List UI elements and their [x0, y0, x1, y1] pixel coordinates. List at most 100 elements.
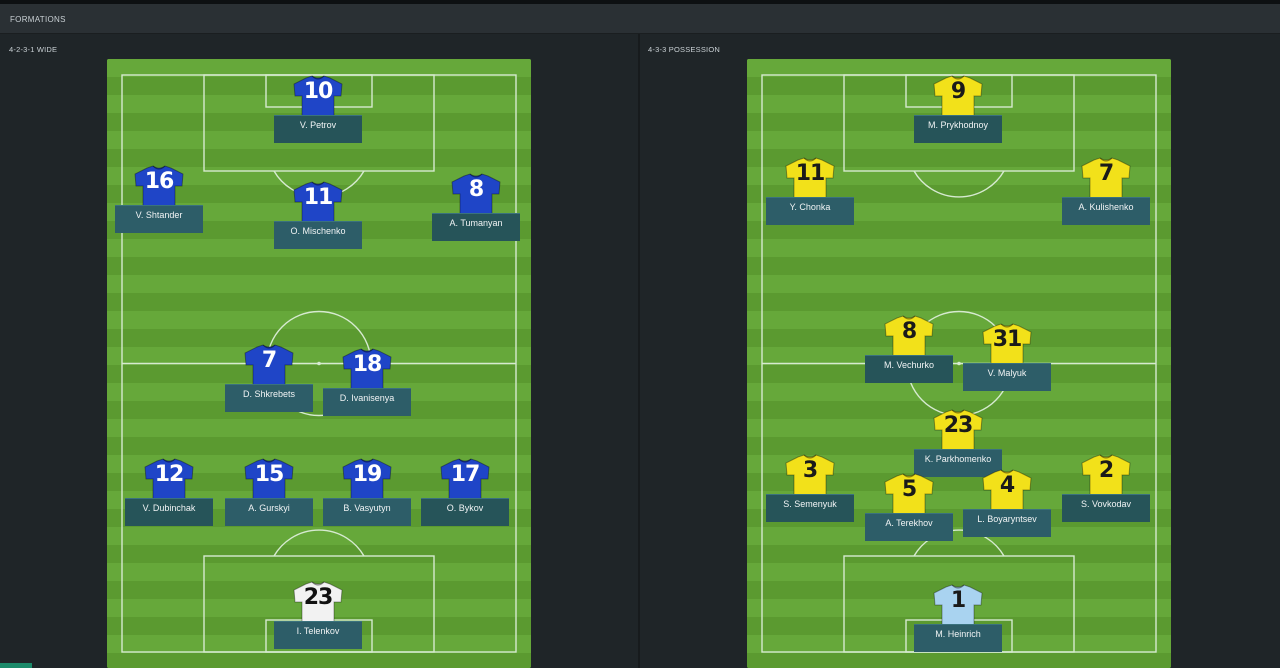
page-title: FORMATIONS	[10, 15, 66, 24]
shirt-icon	[1080, 454, 1132, 500]
player-name: B. Vasyutyn	[323, 498, 411, 526]
player-name: A. Kulishenko	[1062, 197, 1150, 225]
player-card[interactable]: 19 B. Vasyutyn	[323, 458, 411, 528]
formation-panel-left: 4-2-3-1 WIDE 10 V. Petrov 16 V. Shtander 11 O…	[0, 34, 638, 668]
shirt-icon	[883, 315, 935, 361]
formation-label[interactable]: 4-3-3 POSSESSION	[648, 45, 720, 54]
player-card[interactable]: 18 D. Ivanisenya	[323, 348, 411, 418]
player-card[interactable]: 2 S. Vovkodav	[1062, 454, 1150, 524]
player-name: S. Vovkodav	[1062, 494, 1150, 522]
shirt-number: 10	[303, 79, 334, 104]
player-card[interactable]: 7 A. Kulishenko	[1062, 157, 1150, 227]
top-strip	[0, 0, 1280, 4]
shirt-icon	[143, 458, 195, 504]
player-card[interactable]: 17 O. Bykov	[421, 458, 509, 528]
player-name: O. Bykov	[421, 498, 509, 526]
player-card[interactable]: 9 M. Prykhodnoy	[914, 75, 1002, 145]
shirt-number: 3	[802, 458, 818, 483]
pitch-markings	[747, 59, 1171, 668]
shirt-icon	[243, 458, 295, 504]
shirt-number: 11	[795, 161, 826, 186]
player-name: Y. Chonka	[766, 197, 854, 225]
player-name: K. Parkhomenko	[914, 449, 1002, 477]
shirt-icon	[932, 409, 984, 455]
player-card[interactable]: 16 V. Shtander	[115, 165, 203, 235]
shirt-icon	[292, 75, 344, 121]
player-name: V. Petrov	[274, 115, 362, 143]
shirt-icon	[784, 454, 836, 500]
formation-label[interactable]: 4-2-3-1 WIDE	[9, 45, 58, 54]
shirt-icon	[784, 157, 836, 203]
player-card[interactable]: 31 V. Malyuk	[963, 323, 1051, 393]
player-card[interactable]: 1 M. Heinrich	[914, 584, 1002, 654]
page-header: FORMATIONS	[0, 4, 1280, 34]
player-name: D. Ivanisenya	[323, 388, 411, 416]
pitch: 10 V. Petrov 16 V. Shtander 11 O. Mischenko 8 A…	[107, 59, 531, 668]
player-name: M. Heinrich	[914, 624, 1002, 652]
player-card[interactable]: 3 S. Semenyuk	[766, 454, 854, 524]
shirt-number: 18	[352, 352, 383, 377]
shirt-icon	[1080, 157, 1132, 203]
player-name: D. Shkrebets	[225, 384, 313, 412]
player-card[interactable]: 12 V. Dubinchak	[125, 458, 213, 528]
player-card[interactable]: 5 A. Terekhov	[865, 473, 953, 543]
player-name: A. Gurskyi	[225, 498, 313, 526]
shirt-number: 8	[468, 177, 484, 202]
status-badge	[0, 663, 32, 668]
shirt-icon	[883, 473, 935, 519]
shirt-number: 11	[303, 185, 334, 210]
shirt-number: 9	[950, 79, 966, 104]
panel-divider	[638, 34, 640, 668]
player-name: V. Dubinchak	[125, 498, 213, 526]
shirt-icon	[341, 348, 393, 394]
player-name: A. Tumanyan	[432, 213, 520, 241]
player-card[interactable]: 4 L. Boyaryntsev	[963, 469, 1051, 539]
shirt-icon	[932, 75, 984, 121]
player-name: V. Shtander	[115, 205, 203, 233]
player-name: S. Semenyuk	[766, 494, 854, 522]
shirt-number: 7	[1098, 161, 1114, 186]
player-card[interactable]: 8 A. Tumanyan	[432, 173, 520, 243]
shirt-icon	[981, 469, 1033, 515]
shirt-number: 2	[1098, 458, 1114, 483]
shirt-icon	[292, 181, 344, 227]
shirt-number: 7	[261, 348, 277, 373]
shirt-number: 31	[992, 327, 1023, 352]
player-card[interactable]: 11 O. Mischenko	[274, 181, 362, 251]
shirt-number: 17	[450, 462, 481, 487]
shirt-number: 23	[943, 413, 974, 438]
player-card[interactable]: 23 I. Telenkov	[274, 581, 362, 651]
player-name: I. Telenkov	[274, 621, 362, 649]
shirt-number: 23	[303, 585, 334, 610]
player-name: L. Boyaryntsev	[963, 509, 1051, 537]
player-card[interactable]: 10 V. Petrov	[274, 75, 362, 145]
player-name: V. Malyuk	[963, 363, 1051, 391]
player-card[interactable]: 23 K. Parkhomenko	[914, 409, 1002, 479]
shirt-icon	[243, 344, 295, 390]
player-name: M. Vechurko	[865, 355, 953, 383]
shirt-icon	[981, 323, 1033, 369]
player-name: A. Terekhov	[865, 513, 953, 541]
shirt-icon	[932, 584, 984, 630]
player-card[interactable]: 8 M. Vechurko	[865, 315, 953, 385]
shirt-number: 8	[901, 319, 917, 344]
player-card[interactable]: 11 Y. Chonka	[766, 157, 854, 227]
shirt-number: 12	[154, 462, 185, 487]
shirt-icon	[450, 173, 502, 219]
player-name: M. Prykhodnoy	[914, 115, 1002, 143]
shirt-number: 15	[254, 462, 285, 487]
shirt-icon	[133, 165, 185, 211]
shirt-number: 1	[950, 588, 966, 613]
player-name: O. Mischenko	[274, 221, 362, 249]
player-card[interactable]: 7 D. Shkrebets	[225, 344, 313, 414]
pitch: 9 M. Prykhodnoy 11 Y. Chonka 7 A. Kulishenko 8…	[747, 59, 1171, 668]
shirt-number: 4	[999, 473, 1015, 498]
shirt-number: 16	[144, 169, 175, 194]
shirt-icon	[292, 581, 344, 627]
pitch-markings	[107, 59, 531, 668]
shirt-icon	[341, 458, 393, 504]
shirt-number: 5	[901, 477, 917, 502]
player-card[interactable]: 15 A. Gurskyi	[225, 458, 313, 528]
formation-panel-right: 4-3-3 POSSESSION 9 M. Prykhodnoy 11 Y. Chon…	[640, 34, 1280, 668]
shirt-number: 19	[352, 462, 383, 487]
